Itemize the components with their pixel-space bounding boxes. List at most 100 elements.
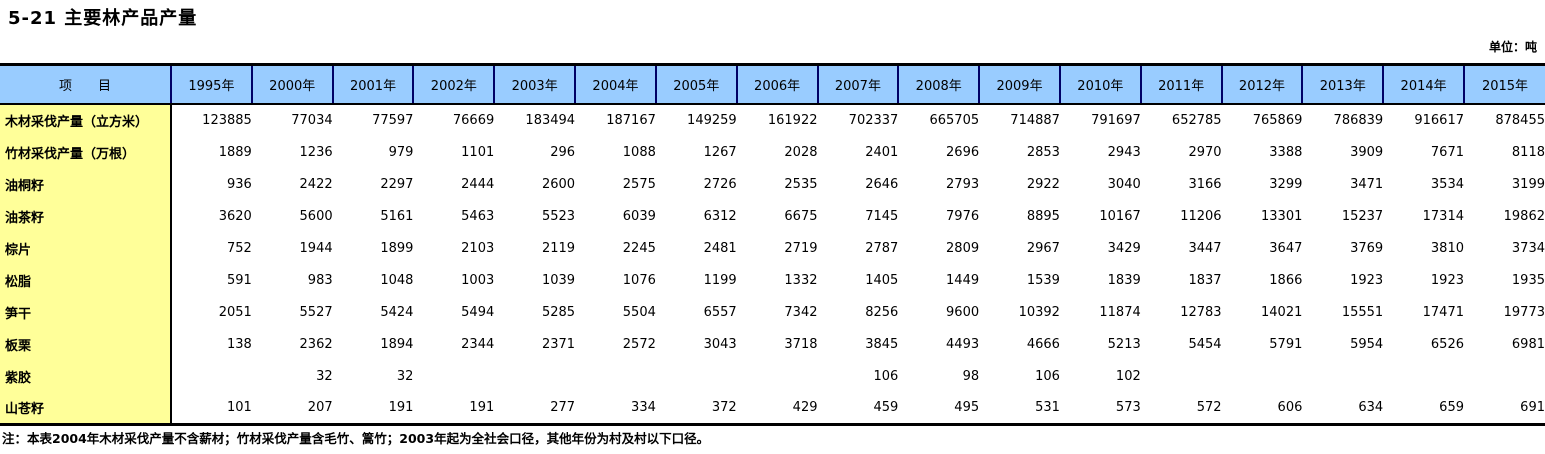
data-cell: 1866 (1221, 264, 1303, 296)
data-cell: 17471 (1383, 296, 1464, 328)
data-cell: 4666 (979, 328, 1060, 360)
data-cell: 7145 (817, 200, 899, 232)
data-cell: 207 (251, 392, 333, 424)
data-cell: 32 (332, 360, 414, 392)
data-cell: 161922 (736, 104, 818, 136)
data-cell: 3810 (1383, 232, 1464, 264)
data-cell: 3447 (1140, 232, 1222, 264)
data-cell: 983 (251, 264, 333, 296)
data-cell (655, 360, 737, 392)
data-cell: 76669 (413, 104, 495, 136)
data-cell: 6557 (655, 296, 737, 328)
footnote: 注：本表2004年木材采伐产量不含薪材；竹材采伐产量含毛竹、篙竹；2003年起为… (2, 431, 710, 446)
data-cell: 2600 (494, 168, 576, 200)
data-cell: 1332 (736, 264, 818, 296)
data-cell: 102 (1059, 360, 1141, 392)
table-row: 油茶籽 3620 5600 5161 5463 5523 6039 6312 6675 7145 7… (0, 200, 1545, 232)
row-label: 笋干 (0, 296, 172, 328)
data-cell: 1088 (575, 136, 656, 168)
data-cell: 3620 (171, 200, 252, 232)
data-cell: 183494 (494, 104, 576, 136)
row-label: 竹材采伐产量（万根） (0, 136, 172, 168)
data-cell: 2481 (655, 232, 737, 264)
data-cell: 752 (171, 232, 252, 264)
data-cell: 916617 (1383, 104, 1464, 136)
data-cell: 277 (494, 392, 576, 424)
row-label: 山苍籽 (0, 392, 172, 424)
data-cell: 19773 (1464, 296, 1545, 328)
table-row: 木材采伐产量（立方米） 123885 77034 77597 76669 183494 18… (0, 104, 1545, 136)
table-row: 竹材采伐产量（万根） 1889 1236 979 1101 296 1088 1267 2028… (0, 136, 1545, 168)
year-header-cell: 2005年 (654, 64, 737, 105)
data-cell: 138 (171, 328, 252, 360)
data-cell: 98 (898, 360, 980, 392)
data-cell: 13301 (1221, 200, 1303, 232)
unit-label: 单位：吨 (1488, 40, 1537, 54)
data-cell: 5954 (1302, 328, 1384, 360)
data-cell: 1894 (332, 328, 414, 360)
data-cell: 531 (979, 392, 1060, 424)
data-cell: 14021 (1221, 296, 1303, 328)
data-cell: 1199 (655, 264, 737, 296)
row-label: 紫胶 (0, 360, 172, 392)
data-cell: 5527 (251, 296, 333, 328)
table-row: 紫胶 32 32 106 98 106 102 (0, 360, 1545, 392)
data-cell: 2444 (413, 168, 495, 200)
data-cell: 2922 (979, 168, 1060, 200)
data-cell: 1923 (1383, 264, 1464, 296)
data-cell: 659 (1383, 392, 1464, 424)
data-cell: 15551 (1302, 296, 1384, 328)
data-cell: 2103 (413, 232, 495, 264)
row-label: 油桐籽 (0, 168, 172, 200)
data-cell: 2371 (494, 328, 576, 360)
year-header-cell: 2000年 (250, 64, 333, 105)
data-cell: 3199 (1464, 168, 1545, 200)
data-cell: 372 (655, 392, 737, 424)
data-cell: 5523 (494, 200, 576, 232)
data-cell: 3299 (1221, 168, 1303, 200)
year-header-cell: 1995年 (170, 64, 252, 105)
year-header-cell: 2009年 (978, 64, 1060, 105)
data-cell: 1923 (1302, 264, 1384, 296)
data-cell: 6039 (575, 200, 656, 232)
table-row: 笋干 2051 5527 5424 5494 5285 5504 6557 7342 8256 96… (0, 296, 1545, 328)
data-cell: 149259 (655, 104, 737, 136)
data-cell: 191 (332, 392, 414, 424)
data-cell: 2422 (251, 168, 333, 200)
data-cell: 3429 (1059, 232, 1141, 264)
data-cell: 187167 (575, 104, 656, 136)
row-label: 棕片 (0, 232, 172, 264)
row-label: 油茶籽 (0, 200, 172, 232)
data-cell: 2119 (494, 232, 576, 264)
data-cell: 8118 (1464, 136, 1545, 168)
data-cell: 1839 (1059, 264, 1141, 296)
data-cell: 10167 (1059, 200, 1141, 232)
data-cell: 1935 (1464, 264, 1545, 296)
data-cell (736, 360, 818, 392)
data-cell (494, 360, 576, 392)
data-cell: 8895 (979, 200, 1060, 232)
year-header-cell: 2006年 (735, 64, 818, 105)
data-cell: 2719 (736, 232, 818, 264)
data-cell (1464, 360, 1545, 392)
page-title: 5-21 主要林产品产量 (8, 8, 198, 29)
data-cell: 2344 (413, 328, 495, 360)
data-cell: 2726 (655, 168, 737, 200)
data-cell: 786839 (1302, 104, 1384, 136)
table-row: 油桐籽 936 2422 2297 2444 2600 2575 2726 2535 2646 27… (0, 168, 1545, 200)
data-cell: 979 (332, 136, 414, 168)
data-cell: 3845 (817, 328, 899, 360)
stats-table: 项 目 1995年 2000年 2001年 2002年 2003年 2004年 2005年 2… (0, 63, 1545, 426)
data-cell: 2051 (171, 296, 252, 328)
data-cell: 1101 (413, 136, 495, 168)
data-cell: 1003 (413, 264, 495, 296)
data-cell: 7671 (1383, 136, 1464, 168)
year-header-cell: 2014年 (1382, 64, 1464, 105)
data-cell: 15237 (1302, 200, 1384, 232)
data-cell: 296 (494, 136, 576, 168)
data-cell: 1449 (898, 264, 980, 296)
data-cell: 32 (251, 360, 333, 392)
data-cell: 5494 (413, 296, 495, 328)
data-cell: 1048 (332, 264, 414, 296)
data-cell: 7976 (898, 200, 980, 232)
